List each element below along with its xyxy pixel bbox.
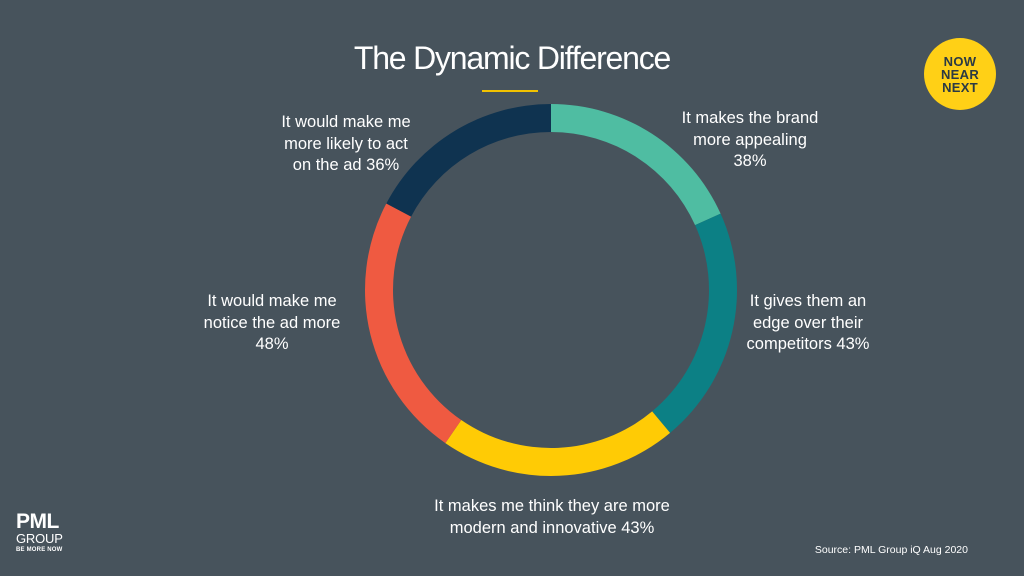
source-note: Source: PML Group iQ Aug 2020 (814, 544, 968, 556)
logo-tagline: BE MORE NOW (16, 547, 63, 553)
slice-label-competitive-edge: It gives them an edge over their competi… (746, 292, 870, 353)
now-near-next-badge: NOW NEAR NEXT (924, 38, 996, 110)
slice-label-brand-appealing: It makes the brand more appealing 38% (681, 109, 819, 170)
slice-label-modern-innovative: It makes me think they are more modern a… (434, 497, 670, 537)
logo-line-1: PML (16, 510, 59, 533)
title-underline (482, 90, 538, 92)
donut-slice-brand-appealing (551, 104, 721, 226)
page-title: The Dynamic Difference (353, 40, 671, 76)
badge-word-now: NOW (943, 53, 977, 69)
badge-word-near: NEAR (940, 66, 980, 82)
pml-group-logo: PML GROUP BE MORE NOW (16, 510, 63, 555)
badge-word-next: NEXT (942, 79, 978, 95)
logo-line-2: GROUP (16, 531, 63, 546)
donut-slice-competitive-edge (652, 213, 737, 433)
slice-label-act-on-ad: It would make me more likely to act on t… (281, 113, 411, 174)
donut-slice-notice-ad (365, 203, 462, 444)
donut-slice-modern-innovative (445, 411, 671, 477)
donut-slice-act-on-ad (386, 104, 551, 217)
slice-label-notice-ad: It would make me notice the ad more 48% (203, 292, 341, 353)
